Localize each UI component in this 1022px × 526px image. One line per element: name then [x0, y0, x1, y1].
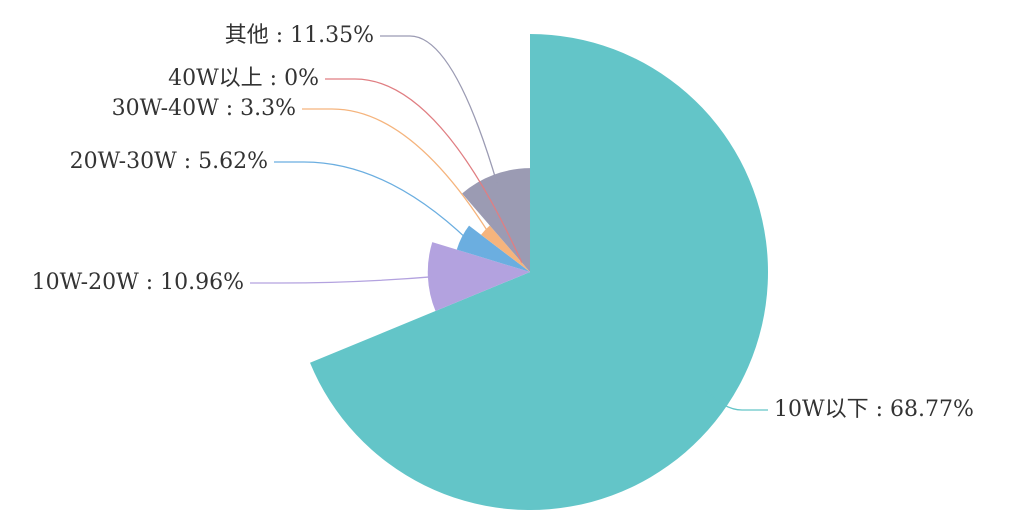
leader-line-20w-30w — [274, 161, 469, 241]
pie-slices — [310, 34, 768, 510]
slice-label-20w-30w: 20W-30W : 5.62% — [70, 149, 268, 174]
slice-label-slice-5: 其他 : 11.35% — [225, 23, 374, 48]
slice-label-10w: 10W以下 : 68.77% — [774, 397, 974, 422]
pie-slice-20w-30w[interactable] — [456, 225, 530, 272]
leader-line-10w — [705, 389, 768, 411]
slice-label-10w-20w: 10W-20W : 10.96% — [32, 270, 244, 295]
pie-slice-30w-40w[interactable] — [481, 225, 530, 272]
slice-label-40w: 40W以上 : 0% — [168, 66, 319, 91]
pie-slice-slice-5[interactable] — [462, 168, 530, 272]
leader-line-slice-5 — [380, 35, 499, 185]
pie-slice-10w[interactable] — [310, 34, 768, 510]
leader-line-40w — [325, 78, 523, 263]
pie-slice-10w-20w[interactable] — [427, 242, 530, 312]
leader-line-30w-40w — [302, 108, 490, 234]
leader-line-10w-20w — [250, 275, 439, 284]
slice-label-30w-40w: 30W-40W : 3.3% — [112, 96, 296, 121]
slice-labels: 10W以下 : 68.77% 10W-20W : 10.96% 20W-30W : … — [32, 23, 974, 422]
label-leader-lines — [250, 35, 768, 411]
